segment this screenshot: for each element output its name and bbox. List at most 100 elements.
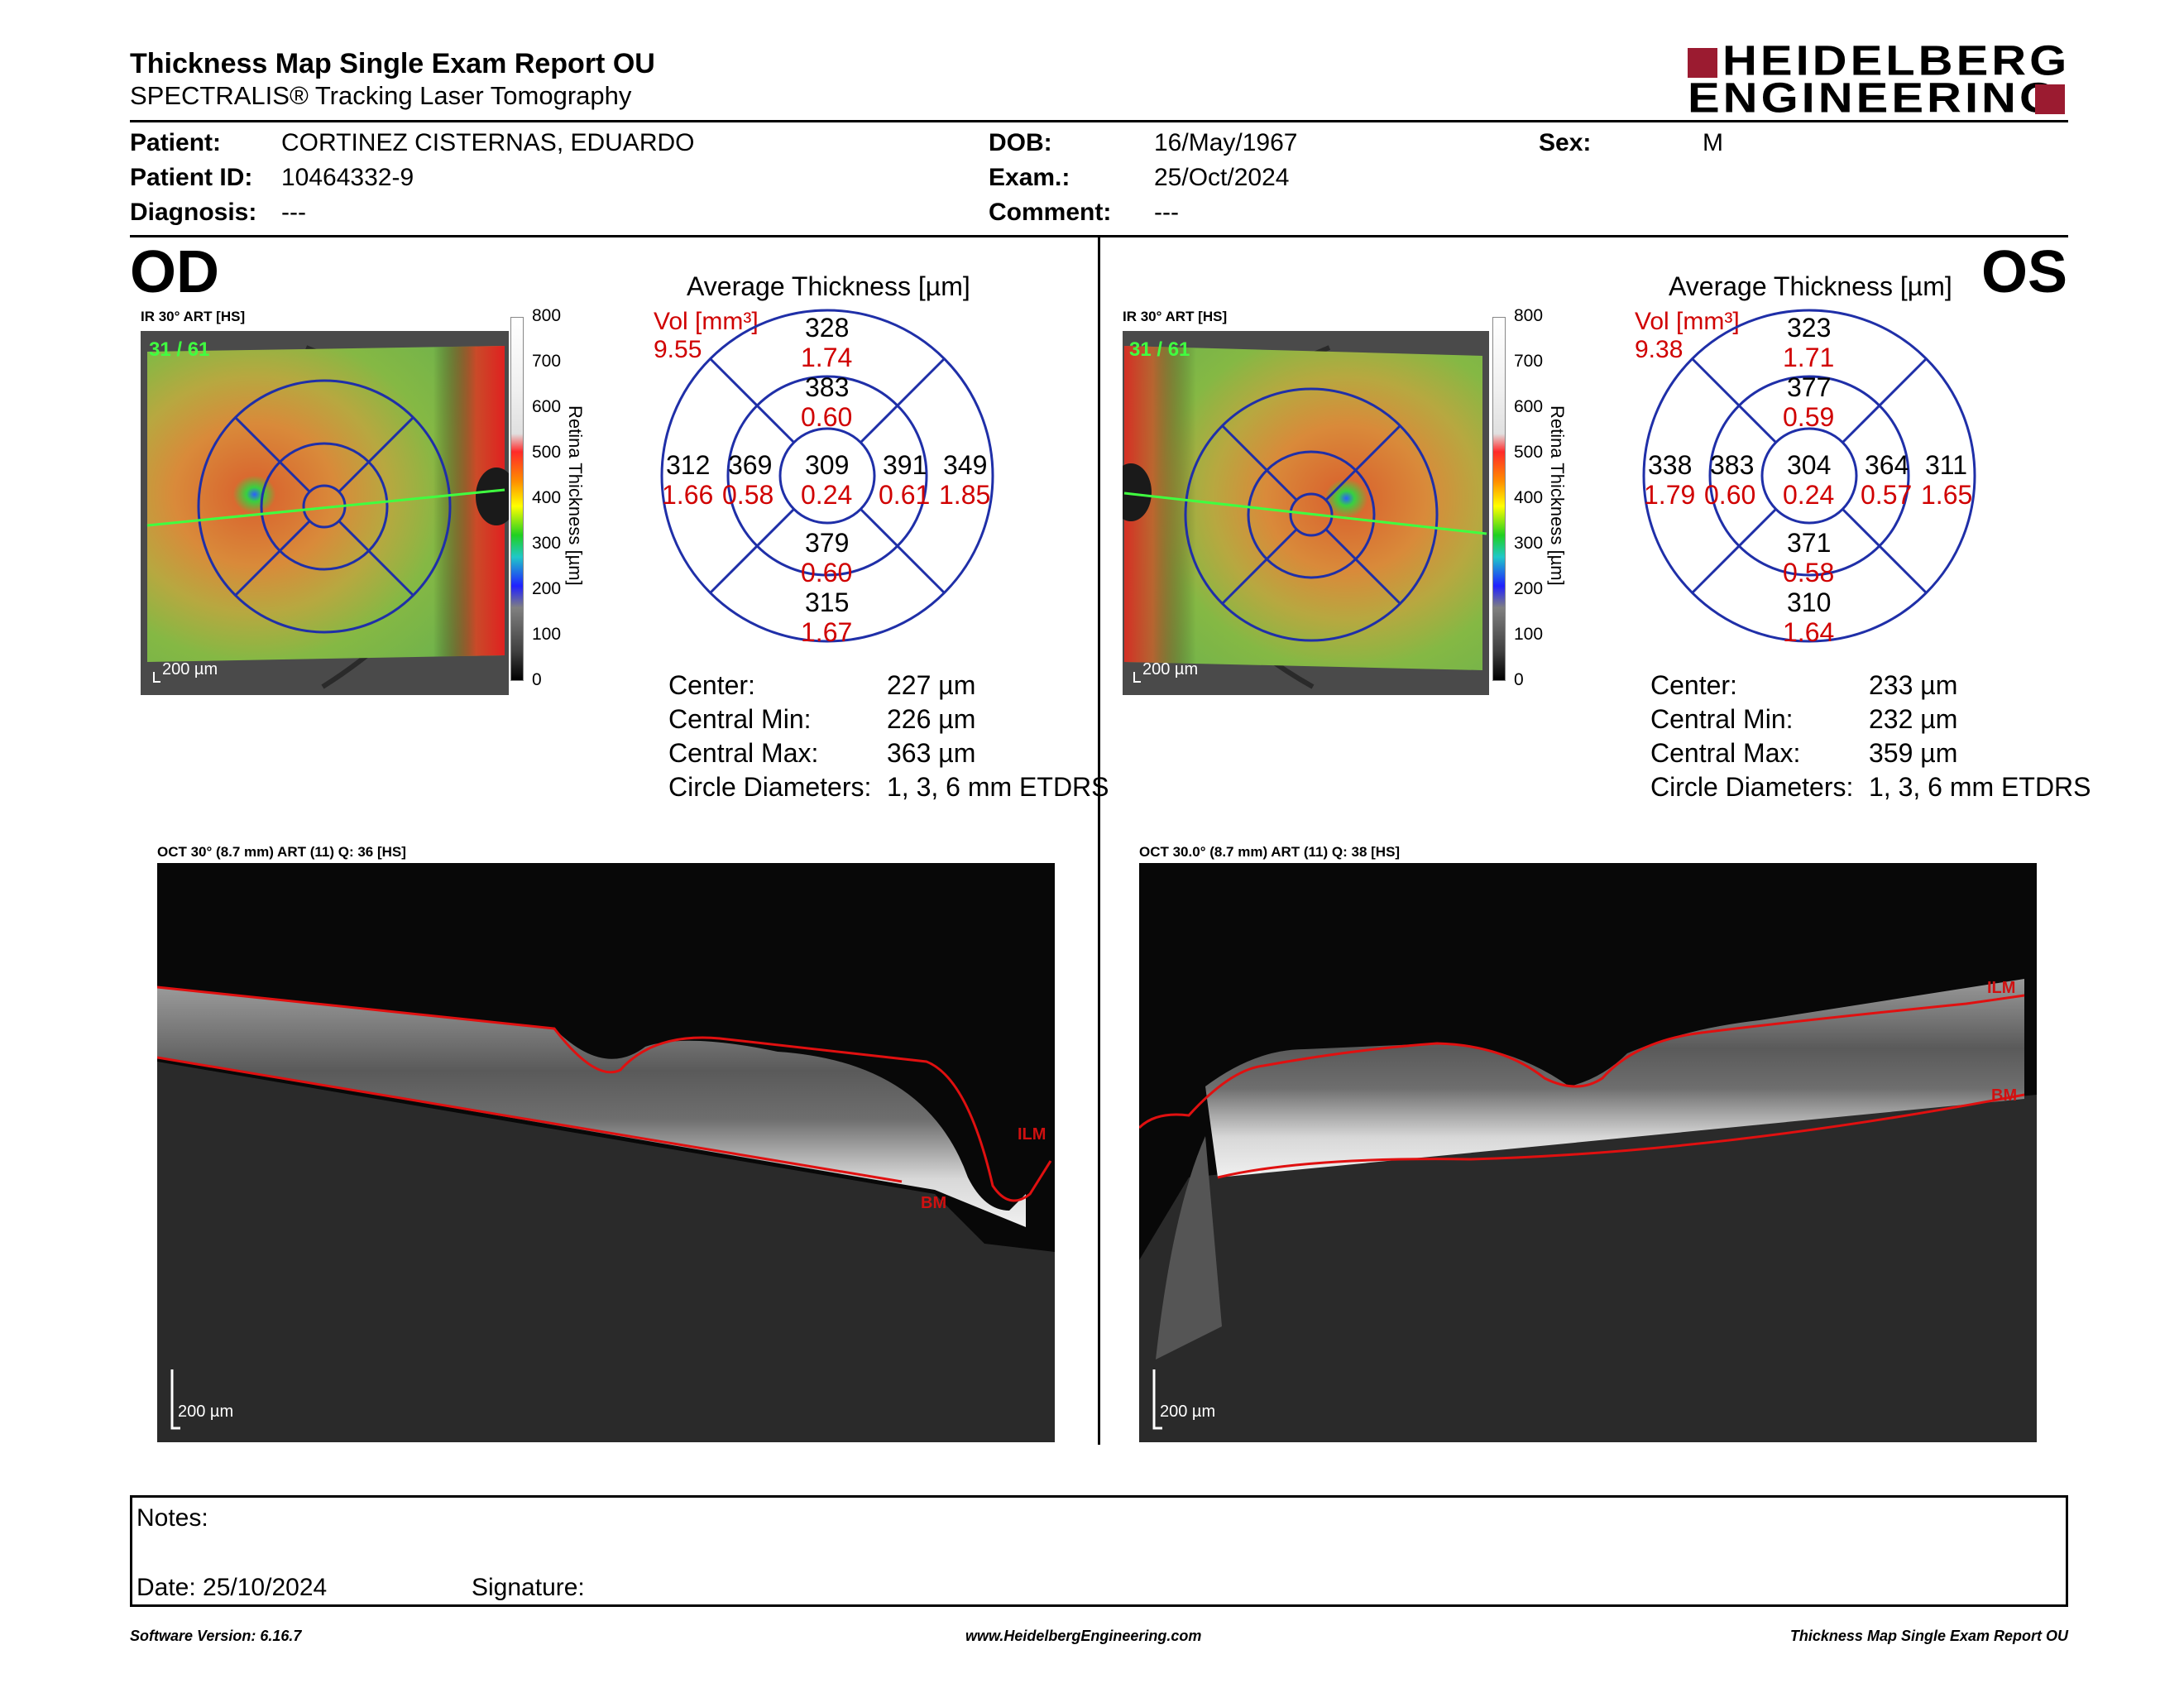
- report-title: Thickness Map Single Exam Report OU: [130, 48, 655, 79]
- os-vol-label: Vol [mm³]: [1635, 308, 1740, 335]
- logo-line-1: HEIDELBERG: [1722, 36, 2071, 85]
- os-cbar-tick-800: 800: [1514, 306, 1544, 325]
- od-nerve-region: [147, 346, 505, 662]
- footer-report-name: Thickness Map Single Exam Report OU: [1789, 1628, 2068, 1644]
- os-center-value: 233 µm: [1869, 670, 1958, 700]
- od-inner-left-volume: 0.58: [722, 480, 774, 510]
- od-outer-right-volume: 1.85: [939, 480, 991, 510]
- os-center-volume: 0.24: [1783, 480, 1835, 510]
- patient-value: CORTINEZ CISTERNAS, EDUARDO: [281, 129, 695, 156]
- od-outer-left-volume: 1.66: [662, 480, 714, 510]
- os-vol-value: 9.38: [1635, 336, 1684, 363]
- od-min-value: 226 µm: [887, 704, 976, 734]
- od-vol-label: Vol [mm³]: [654, 308, 759, 335]
- od-cbar-tick-0: 0: [532, 670, 542, 689]
- os-min-value: 232 µm: [1869, 704, 1958, 734]
- os-oct-scan: ILM BM 200 µm: [1139, 863, 2037, 1442]
- website-link[interactable]: www.HeidelbergEngineering.com: [965, 1628, 1202, 1644]
- os-cbar-tick-400: 400: [1514, 488, 1544, 507]
- os-inner-inf-thickness: 371: [1787, 528, 1832, 558]
- exam-label: Exam.:: [989, 164, 1070, 191]
- sex-label: Sex:: [1539, 129, 1592, 156]
- os-etdrs-overlay: [1184, 387, 1439, 642]
- od-map-scale: 200 µm: [162, 660, 218, 679]
- od-max-value: 363 µm: [887, 738, 976, 768]
- os-inner-left-volume: 0.60: [1704, 480, 1756, 510]
- os-outer-sup-volume: 1.71: [1783, 343, 1835, 372]
- exam-value: 25/Oct/2024: [1154, 164, 1290, 191]
- od-cbar-tick-700: 700: [532, 352, 562, 371]
- od-thickness-map: 31 / 61 200 µm: [141, 331, 509, 695]
- od-center-volume: 0.24: [801, 480, 853, 510]
- os-etdrs-grid: [1642, 309, 1976, 643]
- od-oct-label: OCT 30° (8.7 mm) ART (11) Q: 36 [HS]: [157, 844, 406, 860]
- od-oct-scale: 200 µm: [178, 1403, 234, 1421]
- diagnosis-value: ---: [281, 199, 306, 226]
- patient-label: Patient:: [130, 129, 222, 156]
- os-oct-scale: 200 µm: [1160, 1403, 1216, 1421]
- os-cbar-tick-500: 500: [1514, 443, 1544, 462]
- os-inner-right-volume: 0.57: [1861, 480, 1913, 510]
- os-cbar-title: Retina Thickness [µm]: [1547, 405, 1568, 586]
- od-bm-label: BM: [921, 1194, 947, 1212]
- os-center-label: Center:: [1650, 670, 1737, 700]
- os-eye-label: OS: [1981, 239, 2068, 305]
- patient-id-label: Patient ID:: [130, 164, 253, 191]
- od-inner-inf-thickness: 379: [805, 528, 850, 558]
- od-ilm-label: ILM: [1018, 1125, 1046, 1144]
- od-cbar-title: Retina Thickness [µm]: [565, 405, 586, 586]
- notes-label: Notes:: [136, 1504, 208, 1532]
- od-cbar-tick-800: 800: [532, 306, 562, 325]
- os-cbar-tick-200: 200: [1514, 579, 1544, 598]
- od-scan-line: [146, 488, 505, 527]
- od-eye-label: OD: [130, 239, 219, 305]
- od-outer-inf-thickness: 315: [805, 587, 850, 617]
- od-max-label: Central Max:: [668, 738, 819, 768]
- od-etdrs-grid: [660, 309, 994, 643]
- sex-value: M: [1703, 129, 1723, 156]
- notes-box[interactable]: Notes: Date: 25/10/2024 Signature:: [130, 1495, 2068, 1607]
- od-outer-sup-thickness: 328: [805, 313, 850, 343]
- od-bm-line: [157, 1056, 903, 1183]
- od-map-svg: 31 / 61 200 µm: [141, 331, 509, 695]
- od-inner-sup-thickness: 383: [805, 372, 850, 402]
- os-outer-right-thickness: 311: [1925, 450, 1968, 480]
- os-oct-label: OCT 30.0° (8.7 mm) ART (11) Q: 38 [HS]: [1139, 844, 1401, 860]
- os-outer-left-volume: 1.79: [1644, 480, 1696, 510]
- os-frame-counter: 31 / 61: [1129, 338, 1190, 361]
- os-ilm-label: ILM: [1987, 979, 2016, 997]
- os-outer-left-thickness: 338: [1648, 450, 1693, 480]
- od-oct-scale-bar: [170, 1369, 180, 1430]
- od-center-label: Center:: [668, 670, 755, 700]
- od-inner-right-volume: 0.61: [879, 480, 931, 510]
- od-avg-title: Average Thickness [µm]: [687, 271, 970, 301]
- od-center-value: 227 µm: [887, 670, 976, 700]
- os-thickness-map: 31 / 61 200 µm: [1123, 331, 1489, 695]
- os-max-value: 359 µm: [1869, 738, 1958, 768]
- od-scale-bar: [153, 672, 160, 683]
- od-cbar-tick-600: 600: [532, 397, 562, 416]
- diagnosis-label: Diagnosis:: [130, 199, 257, 226]
- od-diam-label: Circle Diameters:: [668, 772, 872, 802]
- od-colorbar: [510, 317, 524, 681]
- logo-red-square-bottom: [2035, 84, 2065, 114]
- os-optic-nerve: [1156, 1136, 1222, 1360]
- os-oct-scale-bar: [1152, 1369, 1162, 1430]
- comment-label: Comment:: [989, 199, 1112, 226]
- os-optic-disc: [1123, 463, 1152, 521]
- od-min-label: Central Min:: [668, 704, 812, 734]
- os-diam-value: 1, 3, 6 mm ETDRS: [1869, 772, 2091, 802]
- os-inner-inf-volume: 0.58: [1783, 558, 1835, 587]
- od-outer-inf-volume: 1.67: [801, 617, 853, 647]
- dob-label: DOB:: [989, 129, 1052, 156]
- os-inner-right-thickness: 364: [1865, 450, 1909, 480]
- report-subtitle: SPECTRALIS® Tracking Laser Tomography: [130, 81, 632, 110]
- logo-red-square-top: [1688, 48, 1717, 78]
- od-oct-svg: [157, 863, 1055, 1442]
- od-oct-scan: ILM BM 200 µm: [157, 863, 1055, 1442]
- os-cbar-tick-100: 100: [1514, 625, 1544, 644]
- os-cbar-tick-300: 300: [1514, 534, 1544, 553]
- od-vol-value: 9.55: [654, 336, 702, 363]
- os-map-svg: 31 / 61 200 µm: [1123, 331, 1489, 695]
- od-cbar-tick-100: 100: [532, 625, 562, 644]
